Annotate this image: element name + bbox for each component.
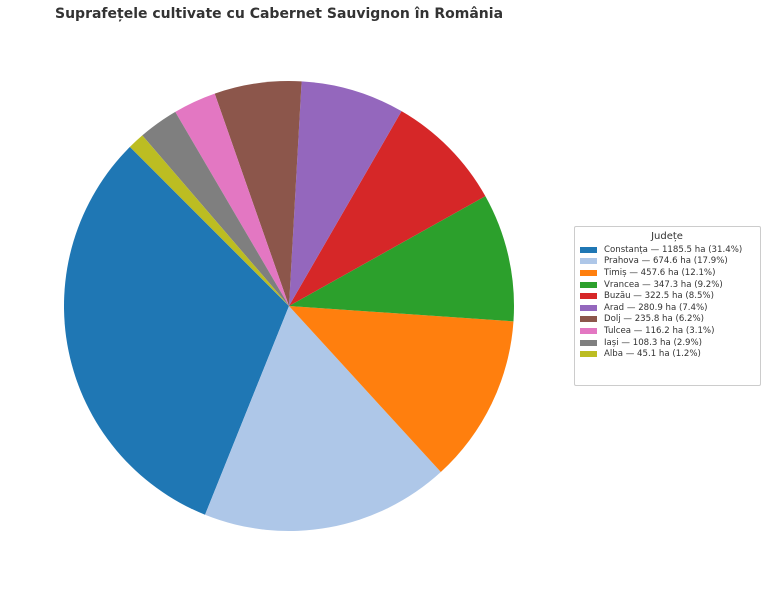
legend-item: Tulcea — 116.2 ha (3.1%) xyxy=(580,325,754,337)
legend-label: Tulcea — 116.2 ha (3.1%) xyxy=(604,325,715,336)
legend-label: Buzău — 322.5 ha (8.5%) xyxy=(604,291,714,302)
legend-swatch xyxy=(580,339,597,346)
pie-slice-4 xyxy=(289,196,515,322)
legend-label: Dolj — 235.8 ha (6.2%) xyxy=(604,314,705,325)
pie-slice-7 xyxy=(214,80,302,306)
pie-slices xyxy=(63,80,515,532)
pie-slice-2 xyxy=(205,306,441,532)
legend-label: Alba — 45.1 ha (1.2%) xyxy=(604,349,701,360)
legend-swatch xyxy=(580,327,597,334)
legend-item: Arad — 280.9 ha (7.4%) xyxy=(580,302,754,314)
pie-slice-10 xyxy=(129,135,289,306)
legend-label: Prahova — 674.6 ha (17.9%) xyxy=(604,256,728,267)
legend: Județe Constanța — 1185.5 ha (31.4%) Prah… xyxy=(574,226,761,386)
pie-slice-8 xyxy=(175,93,289,307)
legend-item: Prahova — 674.6 ha (17.9%) xyxy=(580,256,754,268)
legend-label: Vrancea — 347.3 ha (9.2%) xyxy=(604,279,723,290)
pie-slice-3 xyxy=(289,306,514,473)
pie-slice-6 xyxy=(289,81,402,306)
legend-label: Arad — 280.9 ha (7.4%) xyxy=(604,302,708,313)
legend-item: Alba — 45.1 ha (1.2%) xyxy=(580,348,754,360)
legend-item: Vrancea — 347.3 ha (9.2%) xyxy=(580,279,754,291)
legend-label: Iași — 108.3 ha (2.9%) xyxy=(604,337,703,348)
chart-title: Suprafețele cultivate cu Cabernet Sauvig… xyxy=(55,6,504,22)
legend-item: Dolj — 235.8 ha (6.2%) xyxy=(580,314,754,326)
legend-item: Constanța — 1185.5 ha (31.4%) xyxy=(580,244,754,256)
legend-item: Iași — 108.3 ha (2.9%) xyxy=(580,337,754,349)
legend-items: Constanța — 1185.5 ha (31.4%) Prahova — 6… xyxy=(580,244,754,360)
legend-label: Timiș — 457.6 ha (12.1%) xyxy=(604,267,716,278)
legend-item: Timiș — 457.6 ha (12.1%) xyxy=(580,267,754,279)
legend-label: Constanța — 1185.5 ha (31.4%) xyxy=(604,244,743,255)
legend-swatch xyxy=(580,281,597,288)
pie-slice-9 xyxy=(142,111,289,307)
legend-swatch xyxy=(580,258,597,265)
legend-item: Buzău — 322.5 ha (8.5%) xyxy=(580,290,754,302)
legend-title: Județe xyxy=(651,231,683,242)
legend-swatch xyxy=(580,351,597,358)
legend-swatch xyxy=(580,293,597,300)
pie-slice-1 xyxy=(63,146,290,515)
pie-slice-5 xyxy=(289,111,486,306)
legend-swatch xyxy=(580,304,597,311)
legend-swatch xyxy=(580,316,597,323)
legend-swatch xyxy=(580,246,597,253)
legend-swatch xyxy=(580,269,597,276)
